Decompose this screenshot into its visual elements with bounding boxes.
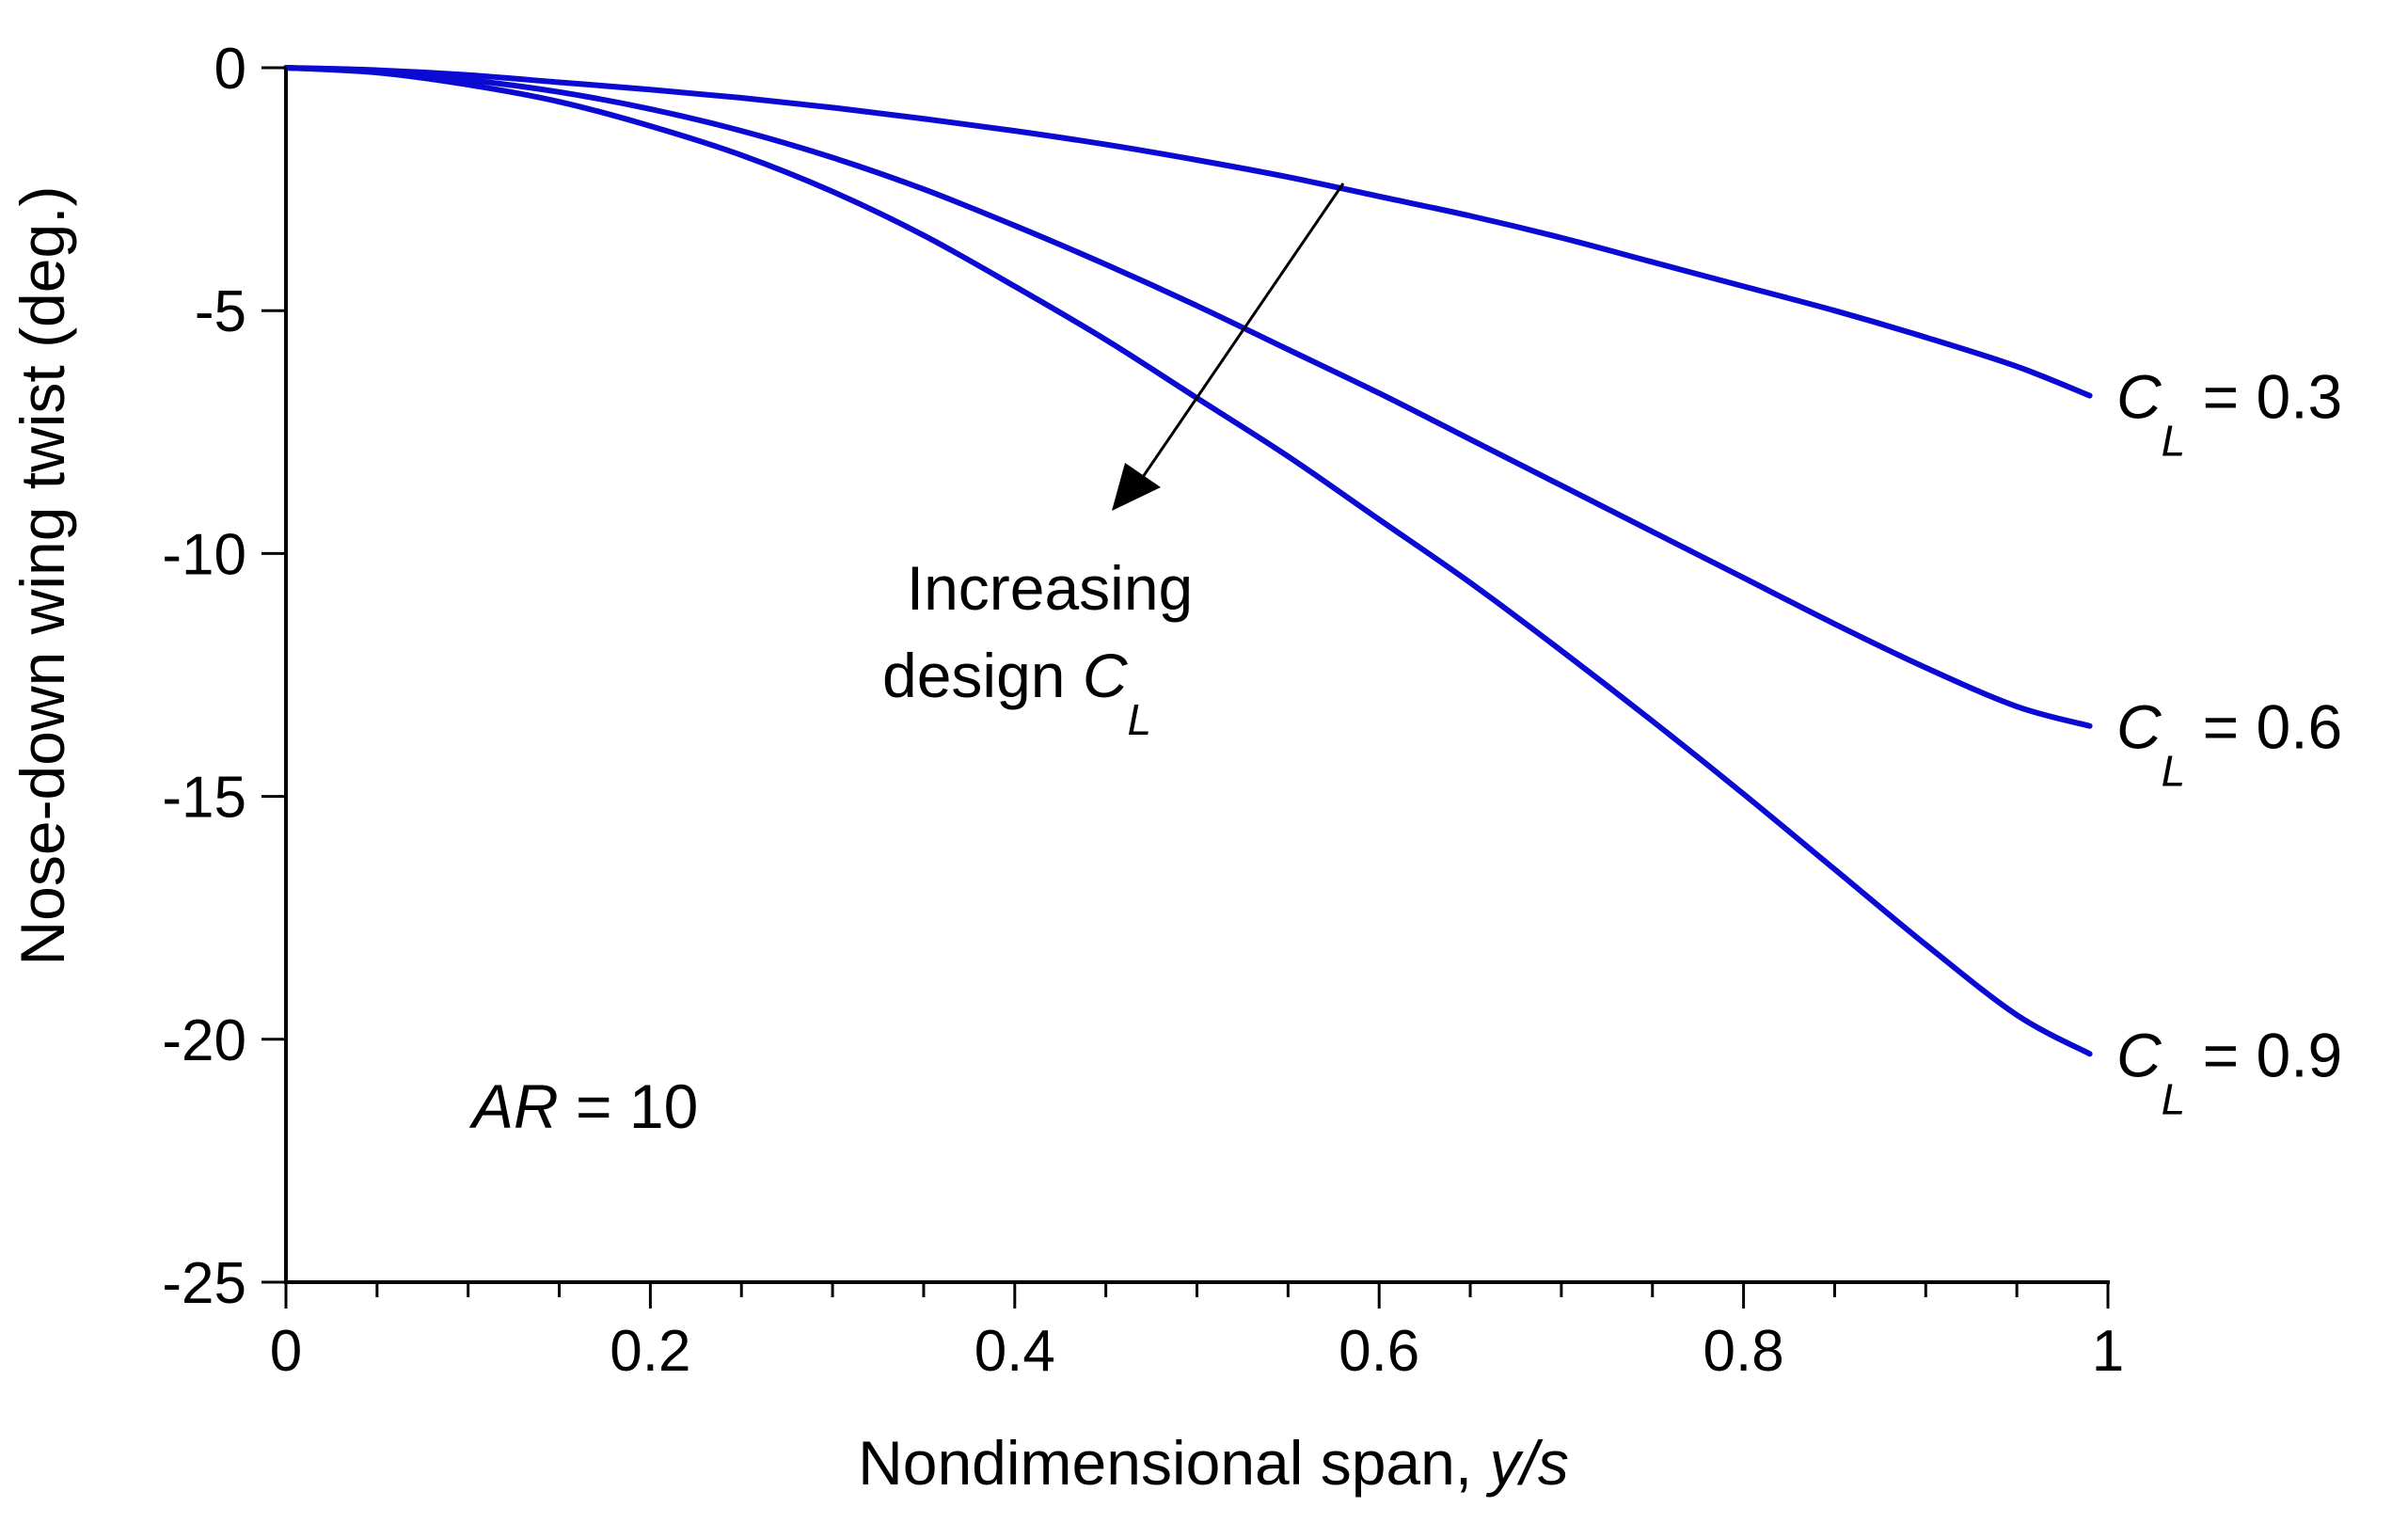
series-label-var: C (2116, 362, 2162, 432)
x-tick-label: 0.6 (1339, 1319, 1419, 1384)
y-tick-label: -20 (162, 1008, 246, 1073)
annotation-design-text: design (882, 641, 1083, 710)
annotation-increasing: Increasing (907, 553, 1194, 623)
x-tick-label: 0.2 (610, 1319, 690, 1384)
y-tick-label: -10 (162, 522, 246, 587)
series-label-value: = 0.9 (2185, 1020, 2342, 1089)
series-label-var: C (2116, 1020, 2162, 1089)
annotation-design-sub: L (1128, 695, 1152, 744)
series-label-cl-0.6: CL = 0.6 (2116, 692, 2342, 796)
trend-arrow-head (1112, 463, 1161, 511)
series-label-sub: L (2162, 1074, 2186, 1123)
x-tick-label: 0.8 (1703, 1319, 1783, 1384)
series-label-cl-0.9: CL = 0.9 (2116, 1020, 2342, 1123)
y-tick-label: -15 (162, 766, 246, 831)
aspect-ratio-label: AR = 10 (468, 1071, 698, 1141)
x-axis-label-text: Nondimensional span, (858, 1428, 1489, 1498)
y-axis-label: Nose-down wing twist (deg.) (8, 186, 77, 966)
series-line-2 (283, 65, 2093, 1057)
x-axis-label-var: y/s (1486, 1428, 1569, 1498)
aspect-ratio-value: = 10 (559, 1071, 699, 1141)
series-label-cl-0.3: CL = 0.3 (2116, 362, 2342, 466)
series-line-1 (283, 65, 2093, 729)
series-label-sub: L (2162, 747, 2186, 796)
series-line-0 (283, 65, 2093, 399)
series-label-var: C (2116, 692, 2162, 762)
series-label-value: = 0.6 (2185, 692, 2342, 762)
y-tick-label: 0 (214, 37, 246, 102)
annotation-design-cl: design CL (882, 641, 1151, 744)
x-tick-label: 0.4 (974, 1319, 1055, 1384)
axis-ticks: 0 0.2 0.4 0.6 0.8 1 0 -5 -10 -15 -20 -25 (162, 37, 2124, 1384)
y-tick-label: -5 (195, 279, 246, 344)
x-tick-label: 1 (2092, 1319, 2124, 1384)
series-label-value: = 0.3 (2185, 362, 2342, 432)
x-tick-label: 0 (270, 1319, 302, 1384)
y-tick-label: -25 (162, 1251, 246, 1316)
trend-arrow-shaft (1129, 182, 1345, 496)
series-label-sub: L (2162, 417, 2186, 466)
series-lines (283, 65, 2093, 1057)
aspect-ratio-var: AR (468, 1071, 559, 1141)
x-axis-label: Nondimensional span, y/s (858, 1428, 1569, 1498)
annotation-design-var: C (1083, 641, 1129, 710)
